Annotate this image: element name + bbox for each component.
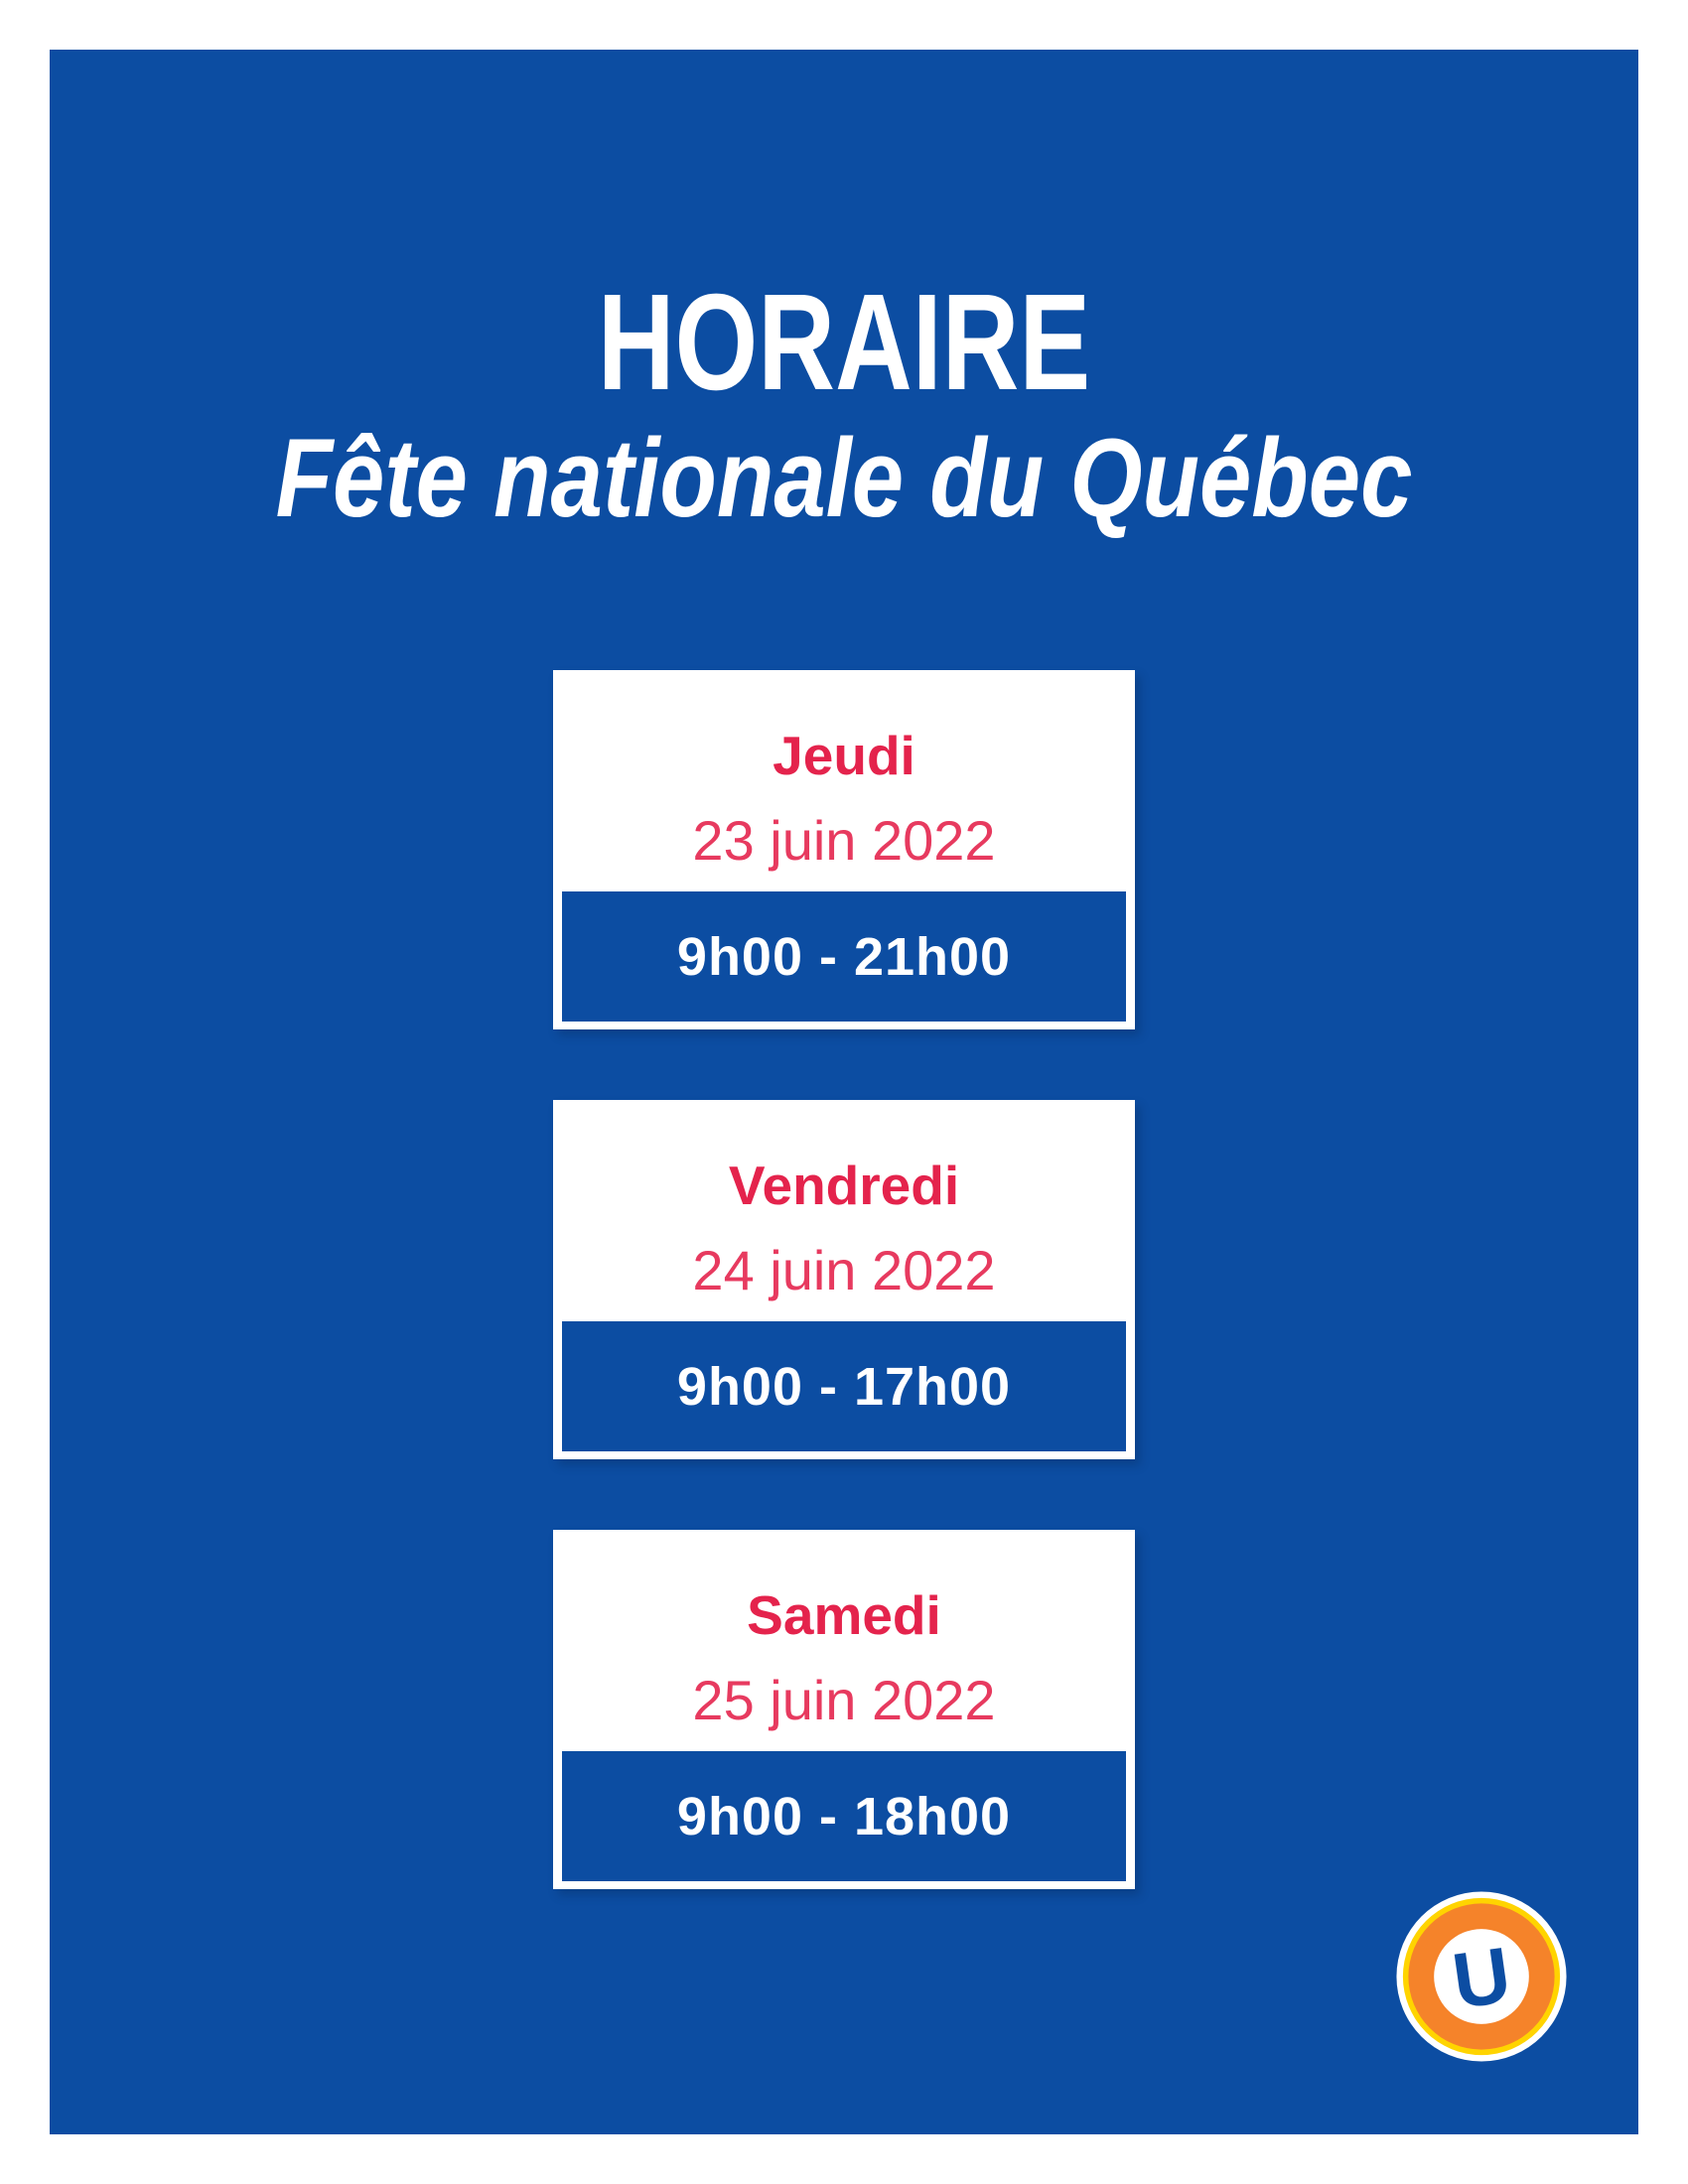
day-date: 23 juin 2022	[692, 809, 996, 872]
page-subtitle: Fête nationale du Québec	[275, 416, 1413, 540]
day-name: Vendredi	[728, 1155, 960, 1216]
schedule-card-saturday: Samedi 25 juin 2022 9h00 - 18h00	[553, 1530, 1135, 1889]
hours-banner: 9h00 - 18h00	[562, 1751, 1126, 1881]
hours-banner: 9h00 - 21h00	[562, 891, 1126, 1022]
schedule-card-list: Jeudi 23 juin 2022 9h00 - 21h00 Vendredi…	[50, 670, 1638, 1889]
hours-text: 9h00 - 21h00	[676, 926, 1012, 987]
brand-logo-letter: U	[1448, 1930, 1516, 2025]
brand-logo-icon: U	[1396, 1891, 1567, 2062]
schedule-card-thursday: Jeudi 23 juin 2022 9h00 - 21h00	[553, 670, 1135, 1029]
holiday-hours-poster: HORAIRE Fête nationale du Québec Jeudi 2…	[50, 50, 1638, 2134]
hours-banner: 9h00 - 17h00	[562, 1321, 1126, 1451]
hours-text: 9h00 - 18h00	[676, 1786, 1012, 1846]
day-date: 24 juin 2022	[692, 1239, 996, 1301]
schedule-card-friday: Vendredi 24 juin 2022 9h00 - 17h00	[553, 1100, 1135, 1459]
day-date: 25 juin 2022	[692, 1669, 996, 1731]
page-title: HORAIRE	[597, 266, 1091, 419]
day-name: Samedi	[747, 1584, 941, 1646]
day-name: Jeudi	[773, 725, 915, 786]
hours-text: 9h00 - 17h00	[676, 1356, 1012, 1417]
